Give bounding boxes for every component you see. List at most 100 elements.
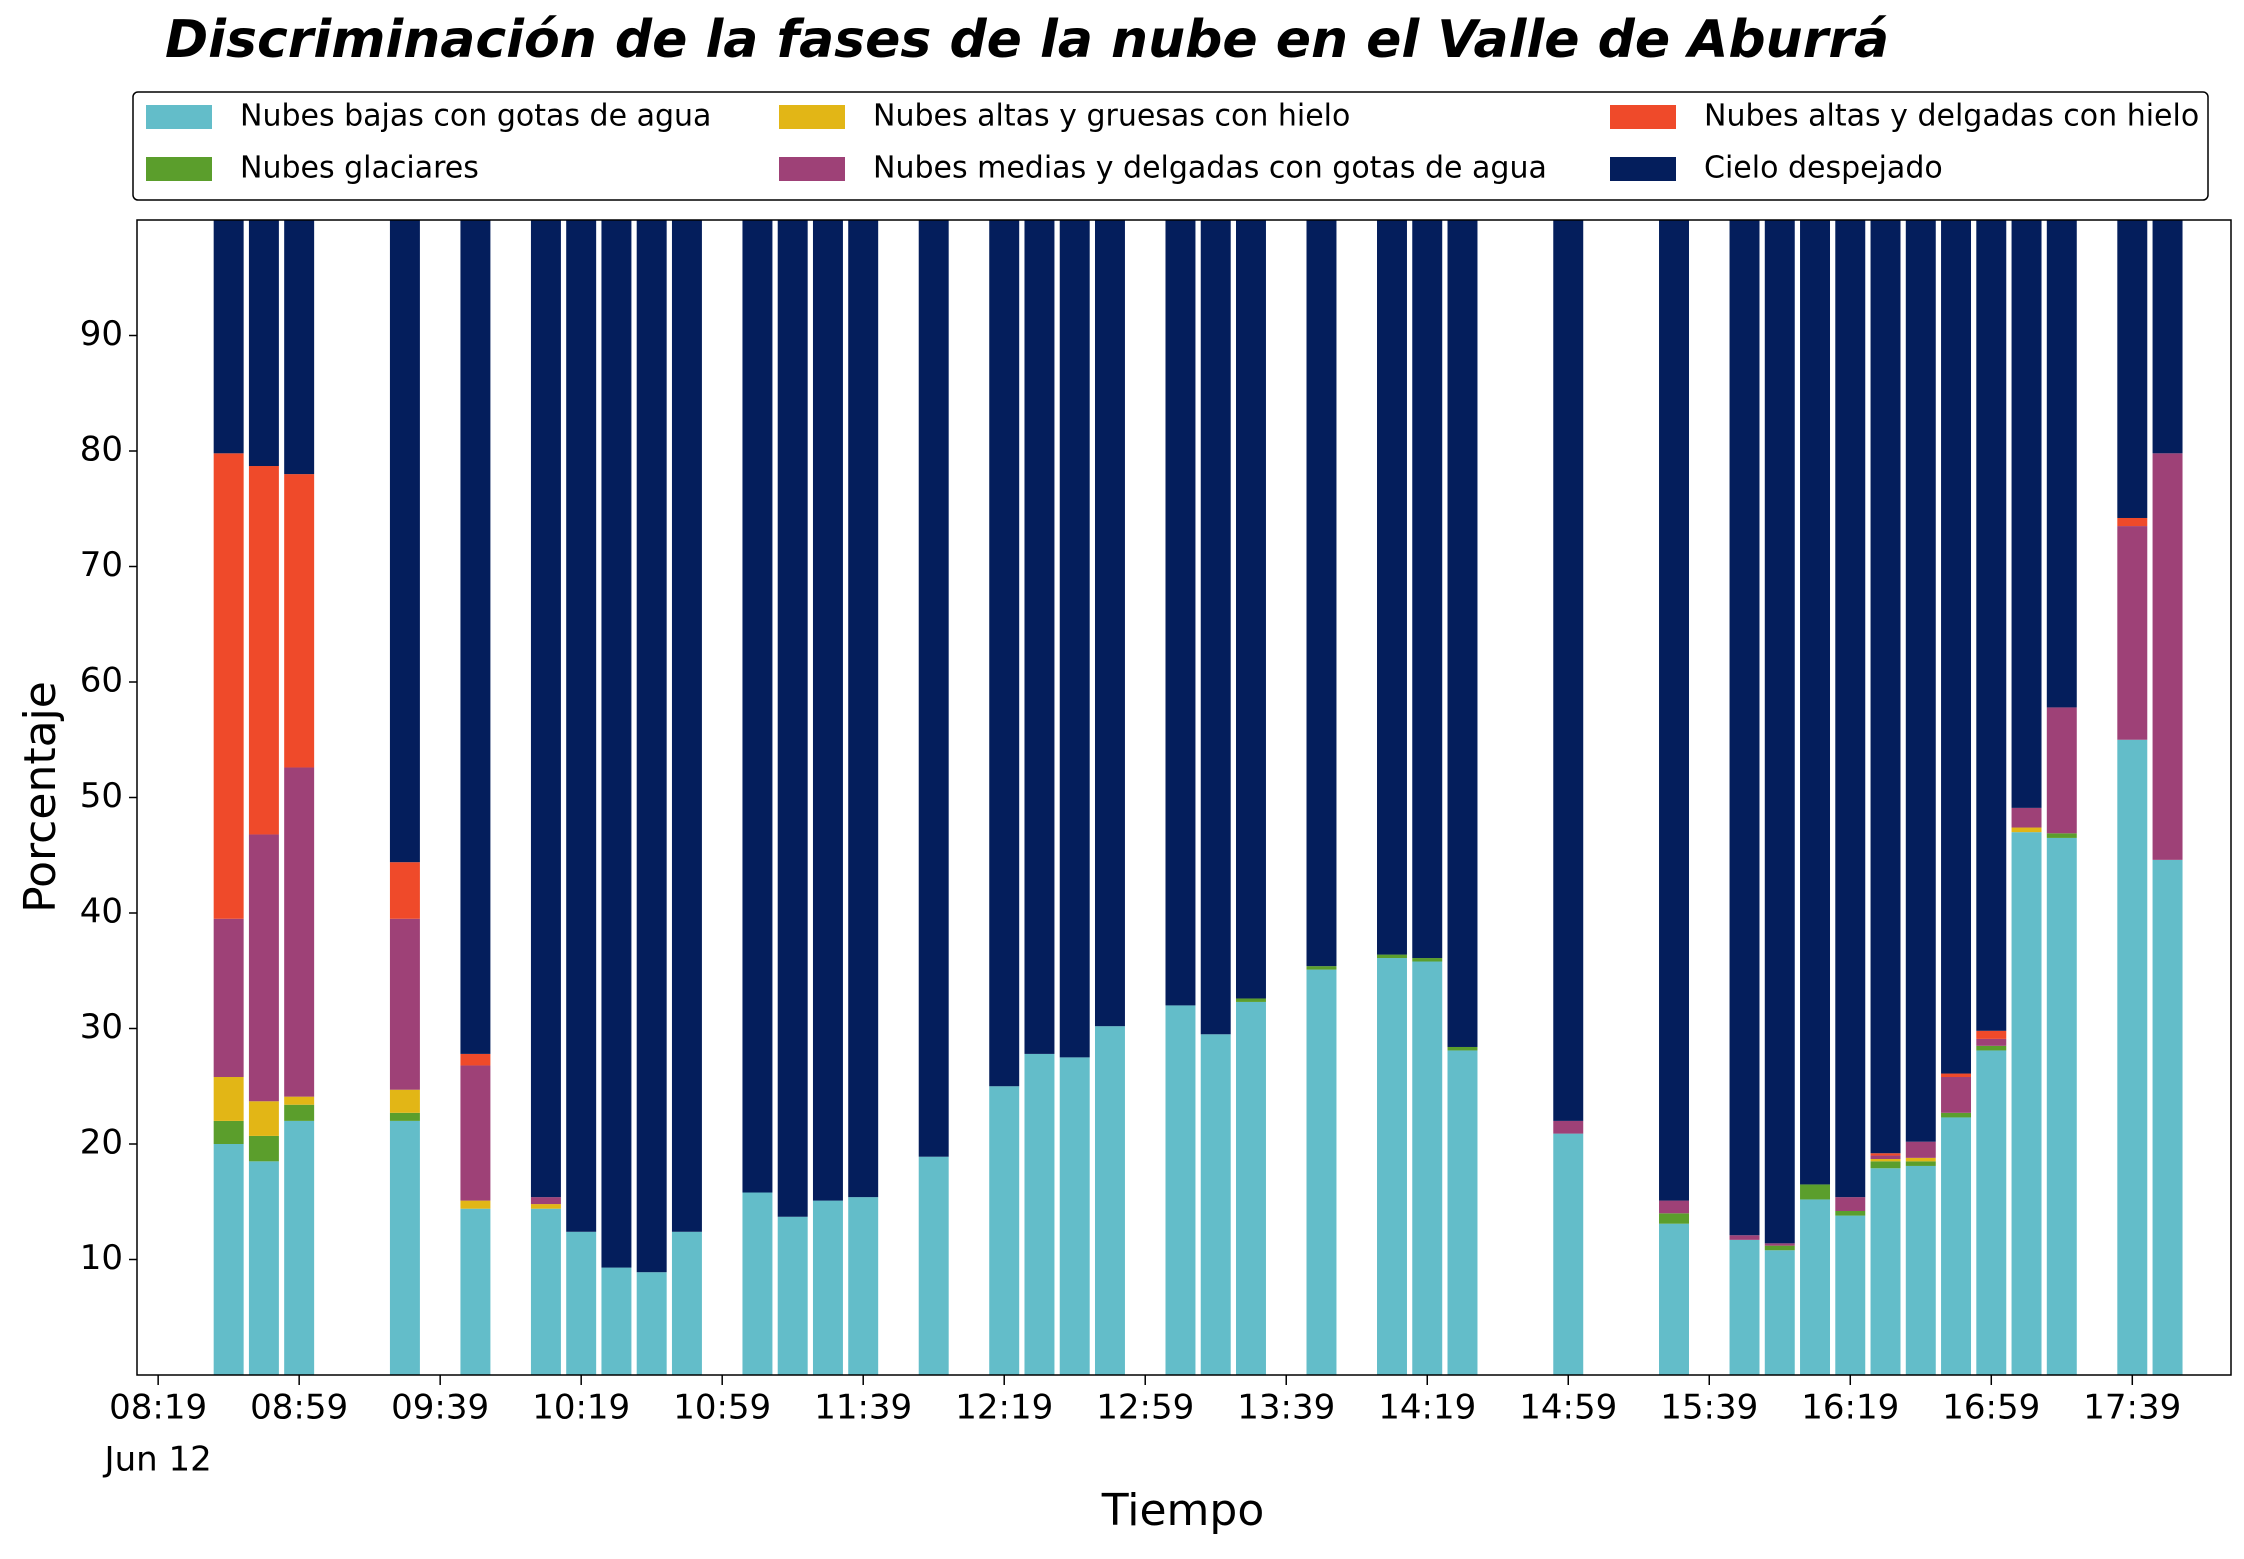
bar-segment xyxy=(2011,220,2042,808)
bar-segment xyxy=(671,220,702,1232)
x-tick-label: 12:59 xyxy=(1096,1388,1194,1428)
legend-label: Nubes altas y delgadas con hielo xyxy=(1704,99,2199,134)
bar-segment xyxy=(2046,220,2077,708)
bar-segment xyxy=(2152,220,2183,454)
bar-segment xyxy=(812,220,843,1201)
y-tick-label: 10 xyxy=(80,1238,123,1278)
legend-label: Nubes altas y gruesas con hielo xyxy=(873,99,1350,134)
bar-segment xyxy=(1800,220,1831,1185)
legend-label: Nubes glaciares xyxy=(240,151,479,186)
bar-segment xyxy=(1447,1046,1478,1051)
bar-segment xyxy=(1800,1184,1831,1200)
bar-segment xyxy=(1553,220,1584,1121)
legend-swatch xyxy=(779,105,845,129)
bar-segment xyxy=(1870,1161,1901,1169)
x-tick-label: 13:39 xyxy=(1237,1388,1335,1428)
legend-label: Nubes medias y delgadas con gotas de agu… xyxy=(873,151,1547,186)
bar-segment xyxy=(389,918,420,1090)
x-tick-label: 08:19 xyxy=(109,1388,207,1428)
bar-segment xyxy=(284,767,315,1097)
bar-segment xyxy=(1553,1120,1584,1134)
bar-segment xyxy=(213,918,244,1078)
bar-segment xyxy=(601,1267,632,1375)
bar-segment xyxy=(1094,1026,1125,1375)
bar-segment xyxy=(1976,1050,2007,1375)
bar-segment xyxy=(248,466,279,835)
bar-segment xyxy=(248,220,279,467)
legend-label: Nubes bajas con gotas de agua xyxy=(240,99,711,134)
y-tick-label: 40 xyxy=(80,892,123,932)
bar-segment xyxy=(1941,1117,1972,1375)
bar-segment xyxy=(1729,1239,1760,1375)
y-tick-label: 70 xyxy=(80,545,123,585)
bar-segment xyxy=(1870,220,1901,1154)
bar-segment xyxy=(1764,1245,1795,1251)
legend-swatch xyxy=(779,157,845,181)
bar-segment xyxy=(1235,220,1266,999)
bar-segment xyxy=(2152,453,2183,860)
bar-segment xyxy=(1377,220,1407,955)
bar-segment xyxy=(1412,958,1443,962)
bar-segment xyxy=(213,453,244,919)
bar-segment xyxy=(1905,1165,1936,1375)
bar-segment xyxy=(989,220,1020,1087)
y-tick-label: 30 xyxy=(80,1007,123,1047)
y-tick-label: 20 xyxy=(80,1123,123,1163)
bar-segment xyxy=(460,1065,491,1201)
x-tick-label: 15:39 xyxy=(1660,1388,1758,1428)
bar-segment xyxy=(284,1104,315,1121)
bar-segment xyxy=(1447,1050,1478,1375)
x-axis-label: Tiempo xyxy=(1101,1485,1265,1536)
bar-segment xyxy=(1764,1250,1795,1375)
bar-segment xyxy=(566,220,597,1232)
bar-segment xyxy=(1377,954,1407,959)
bar-segment xyxy=(1412,220,1443,959)
bar-segment xyxy=(566,1231,597,1375)
x-tick-label: 10:59 xyxy=(673,1388,771,1428)
x-date-label: Jun 12 xyxy=(103,1440,212,1480)
bar-segment xyxy=(1165,220,1196,1006)
x-tick-label: 17:39 xyxy=(2083,1388,2181,1428)
legend-box xyxy=(132,91,2209,201)
bar-segment xyxy=(213,1077,244,1121)
bar-segment xyxy=(530,1208,561,1375)
bar-segment xyxy=(1870,1155,1901,1160)
bar-segment xyxy=(389,1112,420,1121)
bar-segment xyxy=(1659,1213,1689,1224)
bar-segment xyxy=(848,220,879,1198)
bar-segment xyxy=(389,1089,420,1113)
legend-swatch xyxy=(146,105,212,129)
bar-segment xyxy=(460,1200,491,1209)
bar-segment xyxy=(1905,220,1936,1142)
bar-segment xyxy=(1835,1215,1866,1375)
bar-segment xyxy=(1905,1141,1936,1158)
bar-segment xyxy=(1377,958,1407,1375)
bar-segment xyxy=(248,834,279,1102)
x-tick-label: 16:59 xyxy=(1942,1388,2040,1428)
y-tick-label: 90 xyxy=(80,314,123,354)
x-tick-label: 14:19 xyxy=(1378,1388,1476,1428)
bar-segment xyxy=(1024,1053,1055,1375)
bar-segment xyxy=(1024,220,1055,1054)
bar-segment xyxy=(1412,961,1443,1375)
bar-segment xyxy=(812,1200,843,1375)
bar-segment xyxy=(1306,969,1337,1375)
bar-segment xyxy=(1200,220,1231,1035)
bar-segment xyxy=(1870,1159,1901,1162)
bar-segment xyxy=(1976,1045,2007,1051)
bar-segment xyxy=(1059,220,1090,1058)
chart-title: Discriminación de la fases de la nube en… xyxy=(165,10,1889,70)
bar-segment xyxy=(460,1053,491,1066)
bar-segment xyxy=(1094,220,1125,1027)
bar-segment xyxy=(284,220,315,475)
bar-segment xyxy=(1659,220,1689,1201)
x-tick-label: 10:19 xyxy=(532,1388,630,1428)
bar-segment xyxy=(918,1156,949,1375)
bar-segment xyxy=(2011,807,2042,828)
bar-segment xyxy=(1764,1243,1795,1246)
bar-segment xyxy=(777,220,808,1217)
legend-swatch xyxy=(146,157,212,181)
bar-segment xyxy=(989,1086,1020,1375)
bar-segment xyxy=(636,1272,667,1375)
bar-segment xyxy=(1659,1223,1689,1375)
